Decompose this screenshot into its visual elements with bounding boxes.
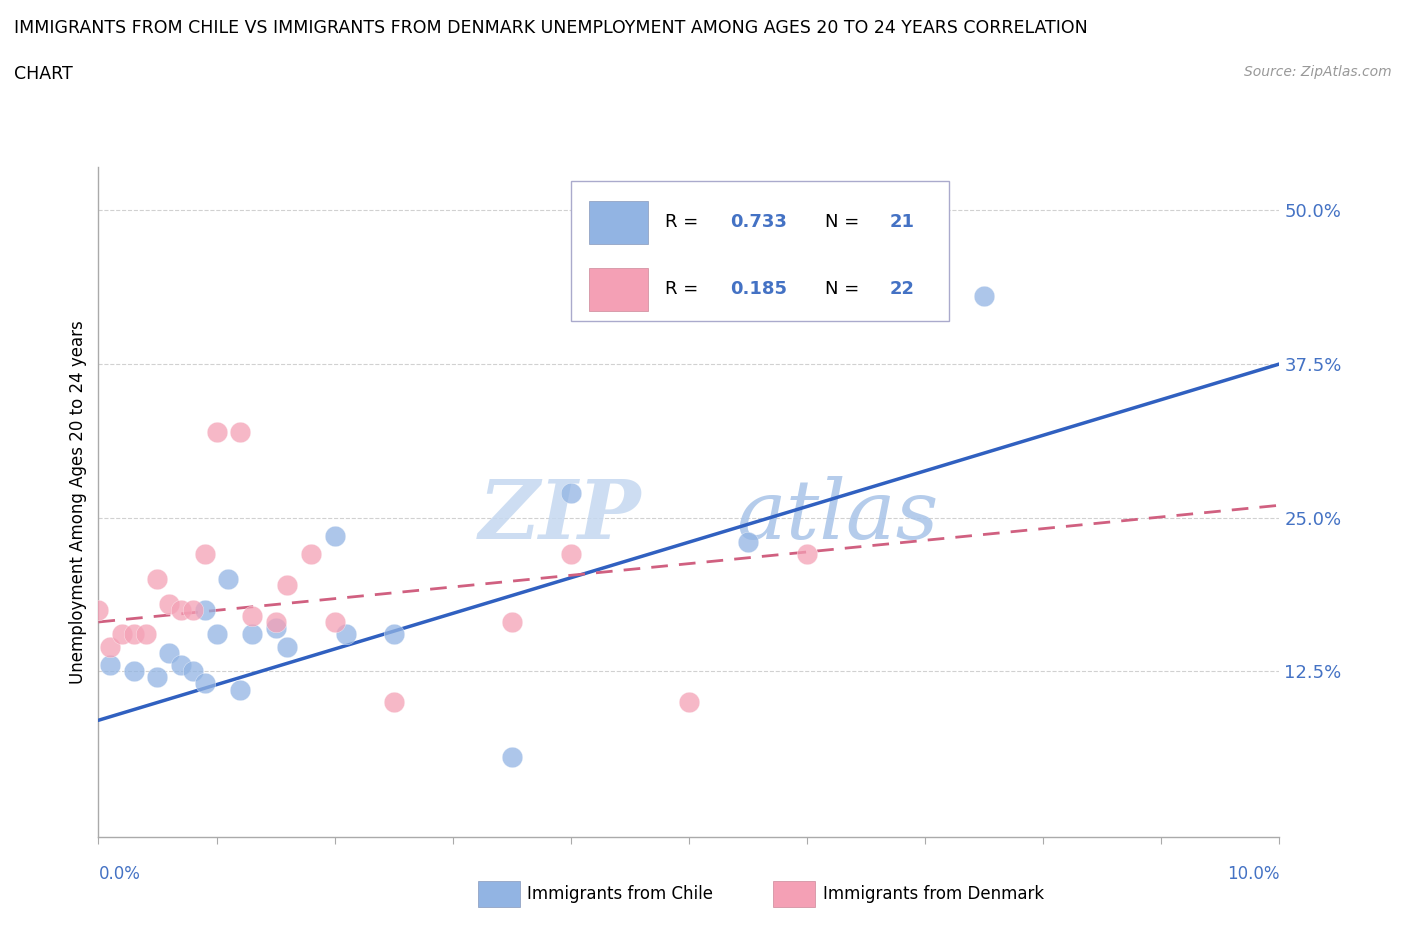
Point — [501, 750, 523, 764]
Point — [382, 695, 405, 710]
Point — [181, 664, 204, 679]
Point — [146, 572, 169, 587]
Point — [335, 627, 357, 642]
Text: 21: 21 — [890, 213, 915, 232]
Text: N =: N = — [825, 213, 865, 232]
Text: 10.0%: 10.0% — [1227, 865, 1279, 883]
Point — [122, 664, 145, 679]
Point — [205, 424, 228, 439]
Point — [323, 615, 346, 630]
Text: IMMIGRANTS FROM CHILE VS IMMIGRANTS FROM DENMARK UNEMPLOYMENT AMONG AGES 20 TO 2: IMMIGRANTS FROM CHILE VS IMMIGRANTS FROM… — [14, 19, 1088, 36]
Point — [560, 547, 582, 562]
Text: 22: 22 — [890, 280, 915, 299]
Point — [678, 695, 700, 710]
Point — [170, 603, 193, 618]
Point — [276, 639, 298, 654]
Point — [501, 615, 523, 630]
FancyBboxPatch shape — [589, 268, 648, 312]
Text: 0.733: 0.733 — [730, 213, 787, 232]
Point — [194, 547, 217, 562]
Text: R =: R = — [665, 280, 704, 299]
Point — [229, 424, 252, 439]
Point — [170, 658, 193, 672]
Point — [229, 682, 252, 697]
Point — [205, 627, 228, 642]
Point — [264, 615, 287, 630]
Point — [157, 596, 180, 611]
Text: CHART: CHART — [14, 65, 73, 83]
Point — [217, 572, 239, 587]
Text: Source: ZipAtlas.com: Source: ZipAtlas.com — [1244, 65, 1392, 79]
Point — [323, 528, 346, 543]
Point — [146, 670, 169, 684]
Point — [111, 627, 134, 642]
Text: 0.185: 0.185 — [730, 280, 787, 299]
Text: Immigrants from Chile: Immigrants from Chile — [527, 884, 713, 903]
Point — [264, 620, 287, 635]
FancyBboxPatch shape — [589, 201, 648, 245]
Point — [135, 627, 157, 642]
Point — [157, 645, 180, 660]
Text: ZIP: ZIP — [479, 475, 641, 555]
Point — [240, 627, 263, 642]
Text: 0.0%: 0.0% — [98, 865, 141, 883]
Point — [382, 627, 405, 642]
Point — [194, 603, 217, 618]
Y-axis label: Unemployment Among Ages 20 to 24 years: Unemployment Among Ages 20 to 24 years — [69, 320, 87, 684]
Text: atlas: atlas — [737, 475, 939, 555]
Point — [194, 676, 217, 691]
Point — [87, 603, 110, 618]
Point — [122, 627, 145, 642]
Point — [240, 608, 263, 623]
Point — [560, 485, 582, 500]
Point — [276, 578, 298, 592]
Point — [796, 547, 818, 562]
Point — [973, 289, 995, 304]
Point — [299, 547, 322, 562]
Text: Immigrants from Denmark: Immigrants from Denmark — [823, 884, 1043, 903]
Text: N =: N = — [825, 280, 865, 299]
Point — [181, 603, 204, 618]
FancyBboxPatch shape — [571, 180, 949, 322]
Text: R =: R = — [665, 213, 704, 232]
Point — [98, 639, 121, 654]
Point — [737, 535, 759, 550]
Point — [98, 658, 121, 672]
